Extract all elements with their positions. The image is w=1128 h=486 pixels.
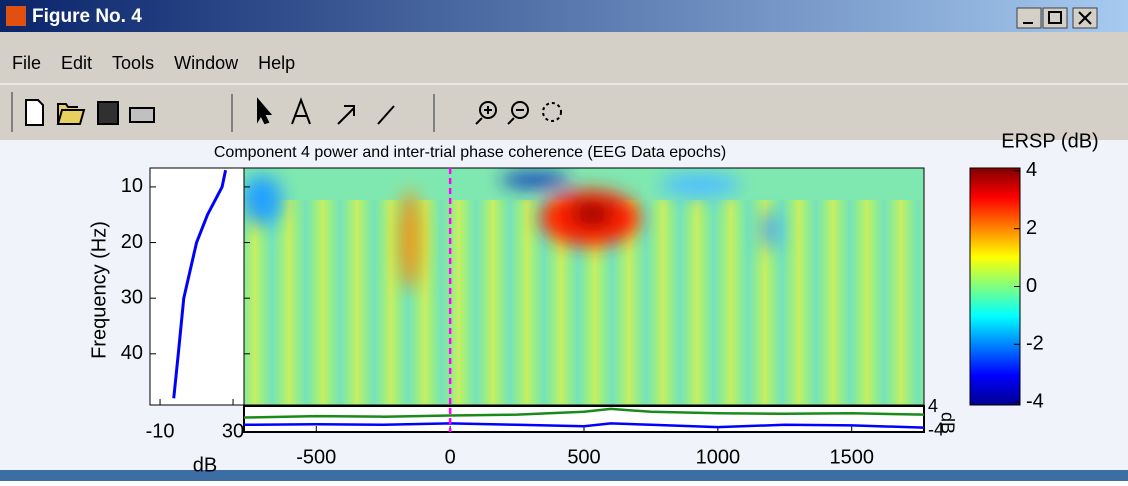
colorbar-tick-label: -2 bbox=[1026, 333, 1044, 355]
print-button[interactable] bbox=[129, 107, 155, 123]
y-tick-label: 20 bbox=[121, 231, 143, 253]
toolbar bbox=[11, 92, 562, 132]
zoom-in-button[interactable] bbox=[479, 101, 497, 119]
minimize-button[interactable] bbox=[1016, 7, 1042, 29]
window-title: Figure No. 4 bbox=[32, 6, 142, 27]
bottom-edge bbox=[0, 470, 1128, 481]
trace-line bbox=[243, 422, 925, 429]
select-button[interactable] bbox=[257, 97, 273, 125]
trace-tick-label: 4 bbox=[928, 396, 938, 416]
colorbar-tick-label: 4 bbox=[1026, 159, 1037, 181]
open-button[interactable] bbox=[56, 103, 86, 125]
menu-item[interactable]: Tools bbox=[112, 53, 154, 73]
menu-bar: File Edit Tools Window Help bbox=[12, 53, 295, 73]
y-tick-label: 10 bbox=[121, 175, 143, 197]
menu-item[interactable]: Help bbox=[258, 53, 295, 73]
y-tick-label: 30 bbox=[121, 286, 143, 308]
x-axis-label: dB bbox=[193, 454, 217, 476]
trace-axis-label: dB bbox=[937, 412, 957, 434]
baseline-curve bbox=[172, 169, 228, 399]
colorbar bbox=[969, 167, 1021, 406]
icon bbox=[1048, 11, 1062, 24]
heatmap bbox=[244, 168, 924, 405]
x-tick-label: -500 bbox=[296, 446, 336, 468]
new-button[interactable] bbox=[25, 99, 44, 126]
x-tick-label: 1000 bbox=[696, 446, 741, 468]
app-icon bbox=[6, 6, 26, 26]
menu-item[interactable]: Edit bbox=[61, 53, 92, 73]
text-button[interactable] bbox=[291, 97, 311, 125]
y-tick-label: 40 bbox=[121, 342, 143, 364]
zoom-out-button[interactable] bbox=[511, 101, 529, 119]
colorbar-tick-label: 0 bbox=[1026, 275, 1037, 297]
trace-line bbox=[243, 407, 925, 419]
x-tick-label: -10 bbox=[146, 420, 175, 442]
rotate-button[interactable] bbox=[542, 102, 562, 122]
window-controls[interactable] bbox=[1016, 7, 1098, 29]
colorbar-tick-label: 2 bbox=[1026, 217, 1037, 239]
line-button[interactable] bbox=[377, 105, 395, 125]
arrow-button[interactable] bbox=[337, 105, 355, 125]
trace-tick-label: -4 bbox=[928, 419, 944, 439]
y-axis-label: Frequency (Hz) bbox=[88, 221, 110, 359]
icon bbox=[1078, 11, 1092, 25]
x-tick-label: 1500 bbox=[829, 446, 874, 468]
colorbar-tick-label: -4 bbox=[1026, 390, 1044, 412]
menu-item[interactable]: File bbox=[12, 53, 41, 73]
baseline-axes bbox=[149, 167, 245, 406]
menu-item[interactable]: Window bbox=[174, 53, 239, 73]
x-tick-label: 0 bbox=[445, 446, 456, 468]
save-button[interactable] bbox=[97, 101, 119, 125]
x-tick-label: 500 bbox=[567, 446, 600, 468]
colorbar-title: ERSP (dB) bbox=[1001, 130, 1098, 152]
x-tick-label: 30 bbox=[222, 420, 244, 442]
title-bar bbox=[0, 0, 1128, 32]
figure-title: Component 4 power and inter-trial phase … bbox=[214, 144, 726, 161]
